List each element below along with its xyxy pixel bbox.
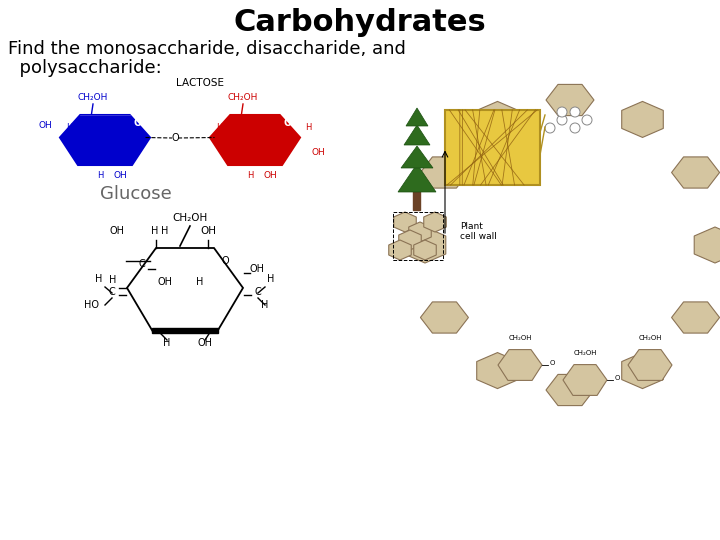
Text: CH₂OH: CH₂OH	[172, 213, 207, 223]
Text: OH: OH	[250, 264, 264, 274]
Polygon shape	[394, 212, 416, 232]
Text: OH: OH	[312, 148, 325, 157]
Text: Carbohydrates: Carbohydrates	[233, 8, 487, 37]
Text: H: H	[161, 226, 168, 236]
Text: H: H	[151, 226, 158, 236]
Polygon shape	[420, 302, 469, 333]
Polygon shape	[210, 115, 300, 165]
Polygon shape	[672, 302, 719, 333]
Text: Glucose: Glucose	[100, 185, 172, 203]
Text: O: O	[171, 133, 179, 143]
Text: O: O	[283, 118, 292, 127]
Circle shape	[545, 123, 555, 133]
Text: H: H	[66, 123, 72, 132]
Polygon shape	[406, 108, 428, 126]
Polygon shape	[621, 102, 663, 137]
Text: OH: OH	[200, 226, 216, 236]
Polygon shape	[424, 212, 446, 232]
Polygon shape	[621, 353, 663, 389]
Polygon shape	[672, 157, 719, 188]
Circle shape	[582, 115, 592, 125]
Polygon shape	[401, 146, 433, 168]
Text: CH₂OH: CH₂OH	[508, 335, 532, 341]
Text: OH: OH	[71, 138, 85, 146]
Text: H: H	[163, 338, 171, 348]
Text: H: H	[261, 300, 269, 310]
Polygon shape	[546, 374, 594, 406]
Text: O: O	[549, 360, 554, 366]
Text: H: H	[129, 138, 135, 146]
Text: H: H	[267, 274, 275, 284]
Text: O: O	[614, 375, 620, 381]
Text: C: C	[109, 287, 115, 297]
Text: OH: OH	[225, 138, 239, 146]
Text: LACTOSE: LACTOSE	[176, 78, 224, 88]
Text: OH: OH	[110, 226, 125, 236]
Text: C: C	[255, 287, 261, 297]
Polygon shape	[546, 84, 594, 116]
Text: O: O	[133, 118, 142, 127]
Polygon shape	[498, 349, 542, 380]
Text: OH: OH	[264, 171, 278, 179]
Text: OH: OH	[197, 338, 212, 348]
Text: O: O	[222, 255, 230, 266]
Polygon shape	[152, 328, 218, 333]
Circle shape	[557, 107, 567, 117]
Polygon shape	[420, 157, 469, 188]
Polygon shape	[477, 353, 518, 389]
Polygon shape	[477, 102, 518, 137]
Text: CH₂OH: CH₂OH	[228, 92, 258, 102]
Text: CH₂OH: CH₂OH	[638, 335, 662, 341]
Text: H: H	[109, 275, 117, 285]
Circle shape	[557, 115, 567, 125]
Text: H: H	[107, 123, 113, 132]
Text: Find the monosaccharide, disaccharide, and: Find the monosaccharide, disaccharide, a…	[8, 40, 406, 58]
Polygon shape	[409, 222, 431, 242]
Polygon shape	[389, 240, 411, 260]
Polygon shape	[694, 227, 720, 263]
Text: H: H	[95, 274, 103, 284]
Text: CH₂OH: CH₂OH	[573, 349, 597, 356]
Text: H: H	[261, 123, 267, 132]
Text: H: H	[97, 171, 104, 179]
Text: CH₂OH: CH₂OH	[78, 92, 108, 102]
Text: H: H	[216, 123, 222, 132]
Text: Plant
cell wall: Plant cell wall	[460, 222, 497, 241]
Polygon shape	[398, 164, 436, 192]
Text: C: C	[139, 259, 145, 269]
Polygon shape	[414, 240, 436, 260]
Polygon shape	[60, 115, 150, 165]
Polygon shape	[404, 227, 446, 263]
Text: OH: OH	[114, 171, 127, 179]
Polygon shape	[563, 364, 607, 395]
Text: H: H	[197, 277, 204, 287]
Bar	[413, 185, 420, 210]
Circle shape	[570, 107, 580, 117]
Polygon shape	[404, 125, 430, 145]
Circle shape	[570, 123, 580, 133]
Text: OH: OH	[158, 277, 173, 287]
Polygon shape	[628, 349, 672, 380]
Text: H: H	[305, 123, 312, 132]
Text: polysaccharide:: polysaccharide:	[8, 59, 162, 77]
Bar	[393, 212, 443, 260]
Polygon shape	[399, 230, 421, 250]
Text: HO: HO	[84, 300, 99, 310]
Text: OH: OH	[38, 120, 52, 130]
Polygon shape	[127, 248, 243, 332]
FancyBboxPatch shape	[445, 110, 540, 185]
Text: H: H	[247, 171, 253, 179]
